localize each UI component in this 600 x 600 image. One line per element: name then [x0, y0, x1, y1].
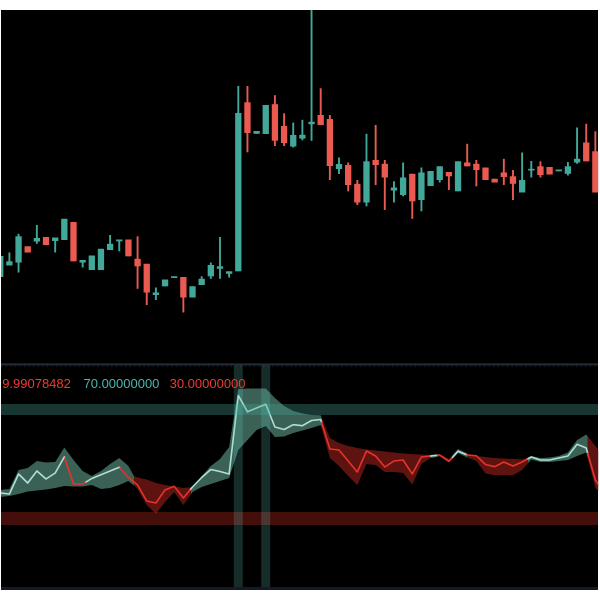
svg-text:9.99078482: 9.99078482	[2, 376, 71, 391]
svg-text:70.00000000: 70.00000000	[84, 376, 160, 391]
svg-text:30.00000000: 30.00000000	[170, 376, 246, 391]
